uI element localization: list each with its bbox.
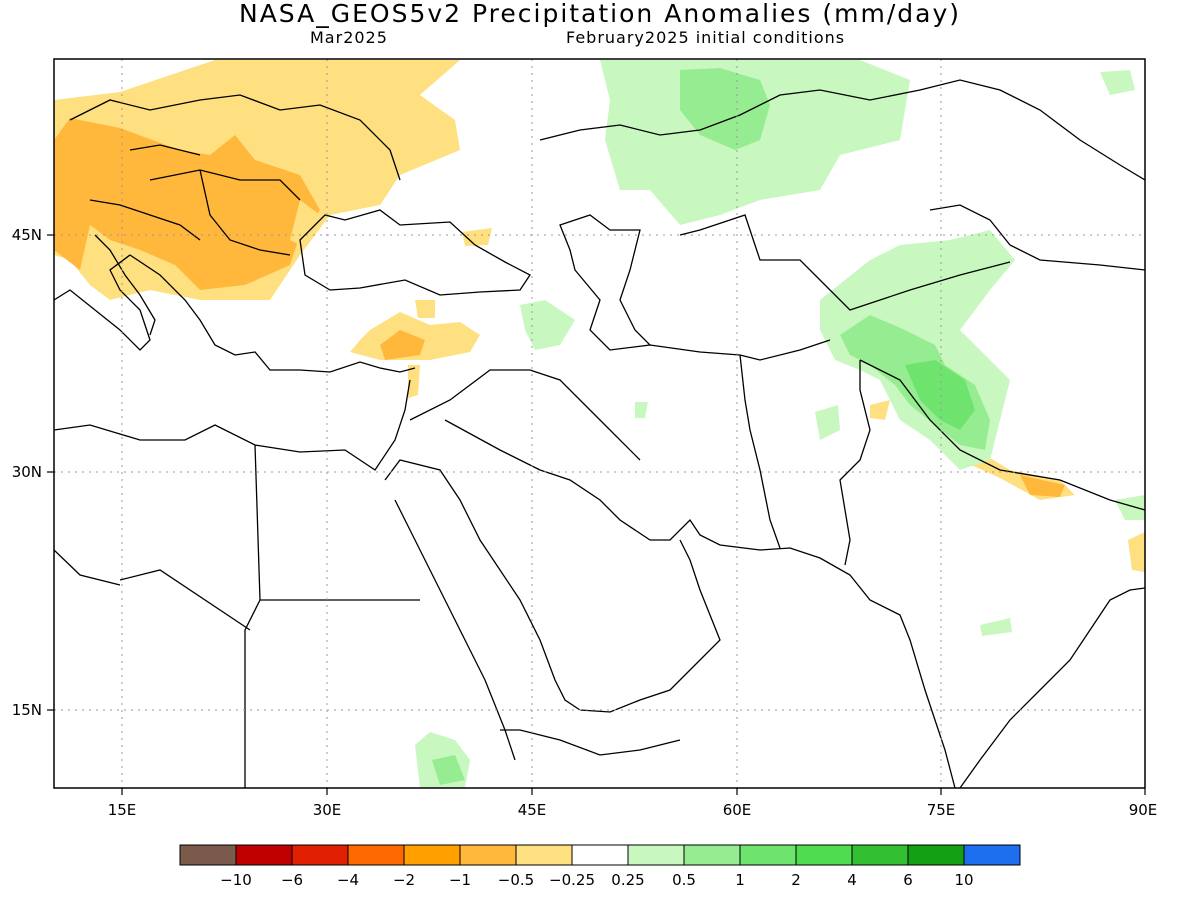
y-tick-label: 45N	[12, 226, 42, 244]
anomaly-caucasus-dry	[462, 228, 492, 246]
anomaly-pakistan-dry	[870, 400, 890, 420]
colorbar-swatch	[851, 844, 909, 866]
anomaly-caucasus-wet	[520, 300, 575, 350]
colorbar-swatch	[963, 844, 1021, 866]
colorbar-label: −10	[220, 871, 252, 889]
colorbar-swatch	[627, 844, 685, 866]
colorbar-label: 6	[903, 871, 913, 889]
anomaly-kashmir-wet-core	[905, 360, 975, 430]
anomaly-europe-light-patch	[290, 200, 320, 245]
coastline-black-sea	[299, 209, 531, 296]
colorbar-swatch	[907, 844, 965, 866]
colorbar-swatch	[291, 844, 349, 866]
anomaly-turkey-west	[415, 300, 435, 318]
colorbar-label: 1	[735, 871, 745, 889]
coastline-india-east	[959, 587, 1145, 788]
coastline-horn-of-africa	[500, 729, 681, 756]
x-tick-label: 60E	[723, 801, 752, 819]
colorbar-label: 0.5	[672, 871, 696, 889]
colorbar-label: −0.5	[498, 871, 534, 889]
y-tick-label: 30N	[12, 463, 42, 481]
border-south-asia	[839, 359, 1145, 566]
coastline-italy	[94, 234, 156, 336]
colorbar-swatch	[347, 844, 405, 866]
anomaly-field	[54, 60, 1145, 788]
colorbar-swatch	[403, 844, 461, 866]
x-tick-label: 30E	[313, 801, 342, 819]
border-central-asia	[649, 214, 1011, 549]
colorbar-label: 10	[954, 871, 973, 889]
colorbar-swatch	[179, 844, 237, 866]
anomaly-afghan-wet	[815, 405, 840, 440]
x-tick-label: 15E	[108, 801, 137, 819]
anomaly-iran-wet	[635, 402, 648, 418]
coastline-persian-gulf	[539, 469, 956, 788]
colorbar-swatch	[739, 844, 797, 866]
coastlines-and-borders	[54, 79, 1145, 788]
colorbar-label: 4	[847, 871, 857, 889]
anomaly-europe-medium	[54, 118, 320, 290]
coastline-europe-med	[54, 254, 416, 373]
anomaly-bengal-dry	[1128, 532, 1145, 572]
initial-conditions-label: February2025 initial conditions	[566, 28, 846, 47]
coastline-north-africa	[54, 379, 411, 471]
colorbar-label: −6	[281, 871, 303, 889]
anomaly-mongolia-wet	[1100, 70, 1135, 95]
colorbar-swatch	[515, 844, 573, 866]
anomaly-nepal-medium	[1020, 475, 1065, 497]
colorbar-label: 0.25	[611, 871, 644, 889]
colorbar-swatch	[683, 844, 741, 866]
map-title: NASA_GEOS5v2 Precipitation Anomalies (mm…	[239, 0, 961, 28]
colorbar-label: −2	[393, 871, 415, 889]
x-tick-label: 45E	[518, 801, 547, 819]
colorbar-label: −0.25	[549, 871, 595, 889]
colorbar-swatch	[795, 844, 853, 866]
colorbar-label: 2	[791, 871, 801, 889]
anomaly-bangladesh-wet	[1115, 495, 1145, 520]
anomaly-turkey-medium	[380, 330, 425, 360]
anomaly-kazakhstan-wet	[600, 60, 910, 225]
colorbar-label: −4	[337, 871, 359, 889]
x-tick-label: 90E	[1129, 801, 1158, 819]
colorbar-swatch	[459, 844, 517, 866]
coastline-red-sea	[384, 459, 721, 761]
colorbar-swatch	[235, 844, 293, 866]
map-frame	[53, 58, 1146, 789]
coastline-caspian	[559, 214, 652, 351]
colorbar-label: −1	[449, 871, 471, 889]
gridlines	[54, 59, 1145, 788]
colorbar: −10 −6 −4 −2 −1 −0.5 −0.25 0.25 0.5 1 2 4 6 10	[179, 844, 1021, 889]
x-tick-label: 75E	[927, 801, 956, 819]
anomaly-ethiopia-wet-core	[432, 755, 465, 785]
anomaly-india-wet	[980, 618, 1012, 636]
y-tick-label: 15N	[12, 701, 42, 719]
border-europe	[69, 94, 401, 256]
anomaly-levant	[408, 365, 420, 398]
forecast-month: Mar2025	[310, 28, 388, 47]
axis-ticks	[47, 234, 1146, 795]
border-middle-east	[54, 369, 641, 788]
colorbar-swatch	[571, 844, 629, 866]
border-russia-kazakh	[539, 79, 1145, 271]
